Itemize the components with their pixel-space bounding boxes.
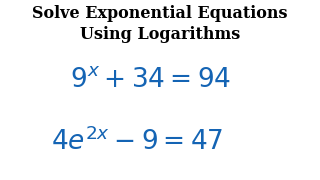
- Text: $9^x + 34 = 94$: $9^x + 34 = 94$: [70, 67, 231, 92]
- Text: $4e^{2x} - 9 = 47$: $4e^{2x} - 9 = 47$: [52, 126, 224, 155]
- Text: Solve Exponential Equations
Using Logarithms: Solve Exponential Equations Using Logari…: [32, 5, 288, 43]
